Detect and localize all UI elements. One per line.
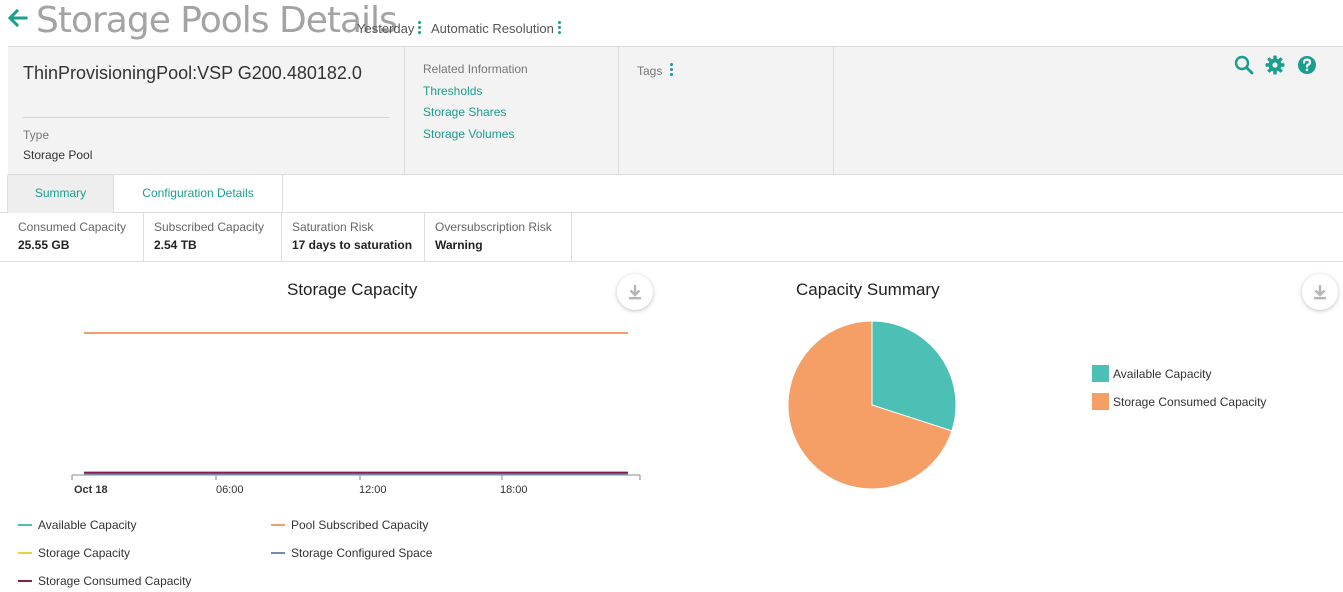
pool-identity: ThinProvisioningPool:VSP G200.480182.0 T… [8,47,405,174]
x-tick-label: Oct 18 [74,484,108,496]
storage-capacity-chart: Oct 18 06:00 12:00 18:00 [71,332,641,496]
type-label: Type [23,128,50,142]
vertical-dots-icon[interactable] [418,20,422,36]
resolution-selector[interactable]: Automatic Resolution [431,20,562,36]
pool-name: ThinProvisioningPool:VSP G200.480182.0 [23,63,362,83]
metric-value: 25.55 GB [18,238,70,252]
pie-legend-available-capacity[interactable]: Available Capacity [1092,365,1212,382]
download-icon [629,285,641,300]
related-information-title: Related Information [423,62,528,76]
legend-label: Storage Consumed Capacity [1113,395,1267,409]
legend-storage-configured-space[interactable]: Storage Configured Space [271,546,432,560]
metric-value: 17 days to saturation [292,238,413,252]
metric-subscribed-capacity: Subscribed Capacity 2.54 TB [144,213,282,261]
divider [23,117,389,118]
time-range-label: Yesterday [357,21,415,36]
link-storage-shares[interactable]: Storage Shares [423,105,507,119]
legend-line [18,552,32,554]
metric-saturation-risk: Saturation Risk 17 days to saturation [282,213,425,261]
metric-value: 2.54 TB [154,238,197,252]
capacity-summary-pie [787,320,957,490]
metric-label: Consumed Capacity [18,220,127,234]
tags-label: Tags [637,62,674,78]
metric-oversubscription-risk: Oversubscription Risk Warning [425,213,572,261]
type-value: Storage Pool [23,148,93,162]
legend-line [18,524,32,526]
page-title: Storage Pools Details [36,0,398,41]
legend-label: Available Capacity [1113,367,1212,381]
tab-bar: Summary Configuration Details [0,175,1343,213]
pie-legend-storage-consumed-capacity[interactable]: Storage Consumed Capacity [1092,393,1266,410]
download-button[interactable] [617,274,653,310]
download-icon [1314,285,1326,300]
search-icon[interactable] [1234,55,1254,75]
storage-capacity-title: Storage Capacity [287,280,418,299]
x-tick-label: 06:00 [216,484,244,496]
legend-available-capacity[interactable]: Available Capacity [18,518,137,532]
tags-section: Tags [619,47,834,174]
legend-storage-capacity[interactable]: Storage Capacity [18,546,130,560]
legend-line [271,524,285,526]
legend-line [18,580,32,582]
metric-label: Oversubscription Risk [435,220,552,234]
legend-swatch [1092,393,1109,410]
x-tick-label: 18:00 [500,484,528,496]
link-storage-volumes[interactable]: Storage Volumes [423,127,515,141]
help-icon[interactable] [1297,55,1317,75]
legend-label: Available Capacity [38,518,137,532]
capacity-summary-title: Capacity Summary [796,280,940,299]
resolution-label: Automatic Resolution [431,21,554,36]
legend-line [271,552,285,554]
metric-label: Subscribed Capacity [154,220,265,234]
legend-label: Pool Subscribed Capacity [291,518,429,532]
legend-label: Storage Consumed Capacity [38,574,192,588]
metric-label: Saturation Risk [292,220,374,234]
metrics-bar: Consumed Capacity 25.55 GB Subscribed Ca… [0,213,1343,262]
x-tick-label: 12:00 [359,484,387,496]
vertical-dots-icon[interactable] [557,20,562,36]
legend-storage-consumed-capacity[interactable]: Storage Consumed Capacity [18,574,191,588]
pie-slice-available-capacity [871,320,957,432]
related-information: Related Information Thresholds Storage S… [405,47,619,174]
page-header: Storage Pools Details Yesterday Automati… [0,0,1343,46]
pie-slice-storage-consumed-capacity [787,320,953,490]
link-thresholds[interactable]: Thresholds [423,84,483,98]
tab-configuration-details[interactable]: Configuration Details [114,175,283,213]
tags-label-text: Tags [637,64,663,78]
legend-label: Storage Configured Space [291,546,433,560]
legend-pool-subscribed-capacity[interactable]: Pool Subscribed Capacity [271,518,428,532]
vertical-dots-icon[interactable] [670,62,674,78]
tab-summary[interactable]: Summary [7,175,114,213]
pool-info-panel: ThinProvisioningPool:VSP G200.480182.0 T… [8,46,1343,175]
legend-label: Storage Capacity [38,546,131,560]
legend-swatch [1092,365,1109,382]
gear-icon[interactable] [1265,55,1285,75]
download-button[interactable] [1302,274,1338,310]
metric-value: Warning [435,238,483,252]
arrow-left-icon[interactable] [6,6,30,30]
time-range-selector[interactable]: Yesterday [357,20,422,36]
metric-consumed-capacity: Consumed Capacity 25.55 GB [8,213,144,261]
